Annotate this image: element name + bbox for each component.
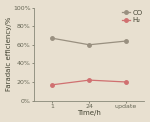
- H₂: [88, 79, 90, 81]
- Line: CO: CO: [51, 36, 128, 46]
- X-axis label: Time/h: Time/h: [77, 110, 101, 116]
- H₂: [125, 81, 127, 83]
- H₂: [52, 84, 53, 86]
- Legend: CO, H₂: CO, H₂: [121, 9, 143, 24]
- CO: [52, 38, 53, 39]
- Line: H₂: H₂: [51, 78, 128, 86]
- CO: [88, 44, 90, 46]
- Y-axis label: Faradaic efficiency/%: Faradaic efficiency/%: [6, 17, 12, 91]
- CO: [125, 40, 127, 42]
